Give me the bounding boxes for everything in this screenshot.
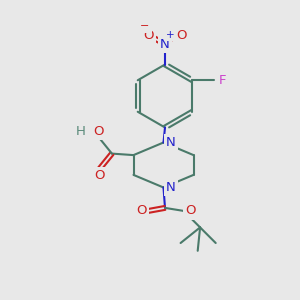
Text: H: H bbox=[76, 125, 86, 138]
Text: F: F bbox=[218, 74, 226, 87]
Text: N: N bbox=[166, 181, 176, 194]
Text: O: O bbox=[143, 28, 154, 42]
Text: N: N bbox=[160, 38, 170, 51]
Text: −: − bbox=[140, 21, 150, 31]
Text: O: O bbox=[94, 125, 104, 138]
Text: +: + bbox=[166, 29, 175, 40]
Text: O: O bbox=[94, 169, 104, 182]
Text: N: N bbox=[166, 136, 176, 149]
Text: O: O bbox=[176, 28, 187, 42]
Text: O: O bbox=[136, 204, 147, 218]
Text: O: O bbox=[185, 204, 196, 218]
